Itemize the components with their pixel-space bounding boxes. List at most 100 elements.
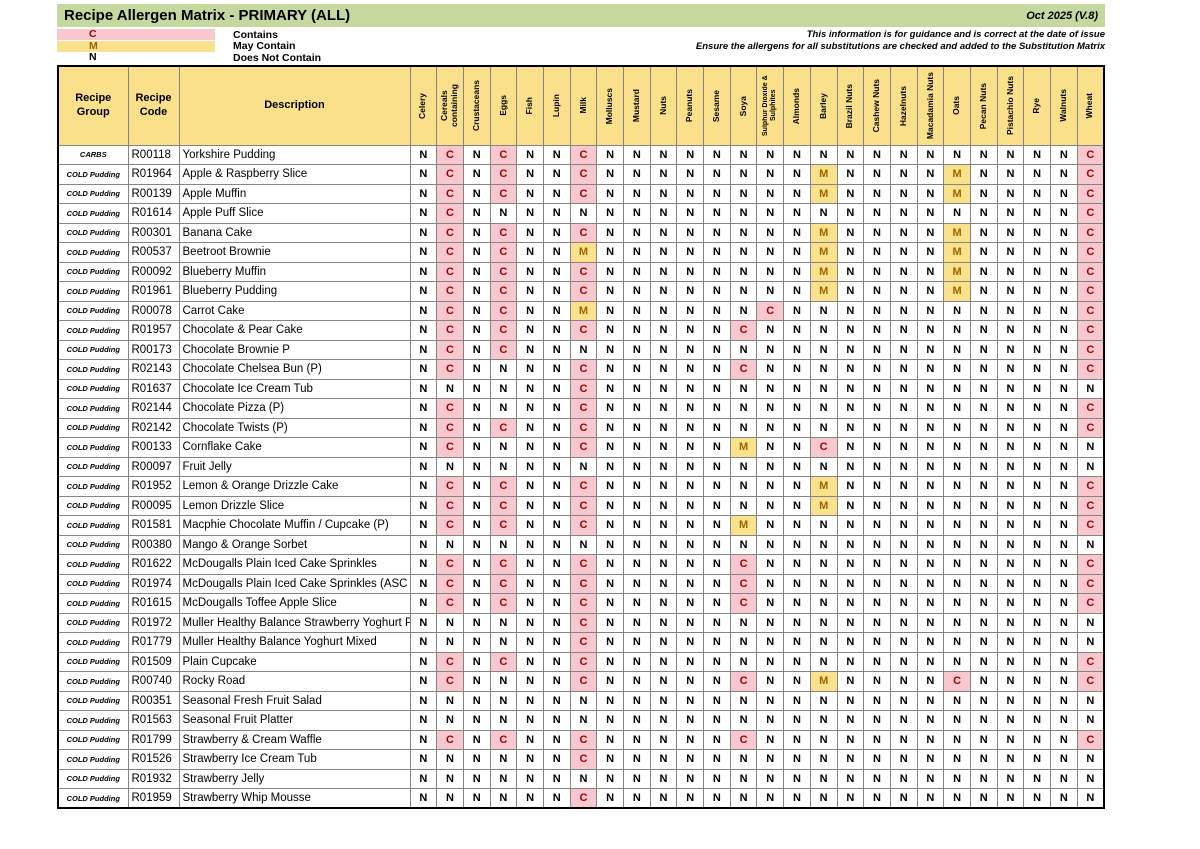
allergen-value-cell: N	[863, 300, 891, 321]
allergen-value-cell: N	[916, 495, 945, 516]
description-cell: Strawberry Whip Mousse	[178, 788, 411, 809]
allergen-value-cell: N	[462, 749, 491, 770]
allergen-value-cell: N	[756, 476, 785, 497]
allergen-value-cell: N	[889, 632, 918, 653]
allergen-value-cell: N	[836, 300, 865, 321]
allergen-value-cell: N	[836, 632, 865, 653]
allergen-value-cell: N	[969, 378, 998, 399]
allergen-value-cell: M	[809, 281, 838, 302]
allergen-value-cell: M	[809, 222, 838, 243]
recipe-row: COLD Pudding R01622 McDougalls Plain Iced …	[57, 554, 1105, 575]
recipe-group-cell: COLD Pudding	[57, 437, 129, 458]
allergen-value-cell: N	[409, 593, 438, 614]
allergen-value-cell: N	[836, 612, 865, 633]
allergen-value-cell: N	[462, 768, 491, 789]
allergen-value-cell: M	[809, 164, 838, 185]
allergen-value-cell: N	[462, 456, 491, 477]
allergen-value-cell: N	[462, 261, 491, 282]
allergen-value-cell: C	[569, 495, 598, 516]
allergen-value-cell: N	[943, 632, 971, 653]
description-cell: Seasonal Fresh Fruit Salad	[178, 690, 411, 711]
allergen-value-cell: N	[676, 339, 705, 360]
allergen-value-cell: N	[542, 554, 571, 575]
allergen-value-cell: N	[409, 690, 438, 711]
allergen-value-cell: N	[1076, 710, 1105, 731]
allergen-value-cell: N	[409, 515, 438, 536]
recipe-row: COLD Pudding R02143 Chocolate Chelsea Bun …	[57, 359, 1105, 380]
allergen-value-cell: N	[889, 417, 918, 438]
allergen-value-cell: N	[542, 593, 571, 614]
allergen-value-cell: N	[729, 203, 758, 224]
allergen-value-cell: N	[596, 222, 624, 243]
allergen-value-cell: N	[1050, 690, 1078, 711]
allergen-value-cell: N	[1050, 729, 1078, 750]
description-cell: Strawberry & Cream Waffle	[178, 729, 411, 750]
allergen-value-cell: N	[623, 378, 651, 399]
allergen-value-cell: N	[1023, 495, 1051, 516]
recipe-row: CARBS R00118 Yorkshire Pudding N C N C N N C N N N N N…	[57, 144, 1105, 165]
allergen-value-cell: N	[489, 768, 518, 789]
allergen-value-cell: N	[542, 515, 571, 536]
recipe-row: COLD Pudding R01961 Blueberry Pudding N C N C N…	[57, 281, 1105, 302]
allergen-value-cell: N	[996, 222, 1025, 243]
allergen-value-cell: N	[516, 359, 544, 380]
allergen-value-cell: N	[756, 710, 785, 731]
description-cell: Blueberry Muffin	[178, 261, 411, 282]
allergen-value-cell: N	[943, 203, 971, 224]
allergen-value-cell: N	[516, 534, 544, 555]
allergen-value-cell: N	[542, 710, 571, 731]
allergen-value-cell: N	[516, 378, 544, 399]
allergen-value-cell: N	[703, 339, 731, 360]
recipe-group-cell: COLD Pudding	[57, 495, 129, 516]
allergen-value-cell: N	[996, 359, 1025, 380]
allergen-value-cell: N	[1023, 476, 1051, 497]
allergen-value-cell: N	[596, 612, 624, 633]
recipe-row: COLD Pudding R01637 Chocolate Ice Cream Tu…	[57, 378, 1105, 399]
allergen-value-cell: C	[436, 573, 464, 594]
allergen-value-cell: N	[836, 573, 865, 594]
allergen-value-cell: C	[436, 476, 464, 497]
allergen-value-cell: N	[489, 749, 518, 770]
allergen-value-cell: N	[756, 690, 785, 711]
recipe-group-cell: COLD Pudding	[57, 534, 129, 555]
allergen-value-cell: N	[969, 222, 998, 243]
allergen-value-cell: N	[516, 339, 544, 360]
allergen-value-cell: N	[542, 203, 571, 224]
allergen-value-cell: N	[996, 203, 1025, 224]
allergen-value-cell: N	[623, 573, 651, 594]
allergen-value-cell: N	[783, 768, 811, 789]
description-cell: Mango & Orange Sorbet	[178, 534, 411, 555]
allergen-value-cell: N	[462, 534, 491, 555]
allergen-value-cell: N	[783, 164, 811, 185]
allergen-value-cell: N	[969, 495, 998, 516]
allergen-value-cell: N	[703, 632, 731, 653]
allergen-value-cell: N	[889, 515, 918, 536]
allergen-value-cell: N	[703, 281, 731, 302]
allergen-value-cell: C	[569, 651, 598, 672]
allergen-value-cell: N	[569, 203, 598, 224]
allergen-value-cell: N	[889, 339, 918, 360]
allergen-value-cell: C	[569, 183, 598, 204]
allergen-value-cell: N	[436, 749, 464, 770]
allergen-value-cell: N	[462, 222, 491, 243]
allergen-value-cell: N	[516, 573, 544, 594]
allergen-value-cell: N	[809, 768, 838, 789]
allergen-value-cell: N	[676, 164, 705, 185]
allergen-value-cell: N	[756, 320, 785, 341]
allergen-value-cell: N	[409, 729, 438, 750]
allergen-value-cell: N	[1023, 164, 1051, 185]
description-cell: Fruit Jelly	[178, 456, 411, 477]
allergen-value-cell: N	[703, 378, 731, 399]
allergen-value-cell: N	[863, 417, 891, 438]
recipe-code-cell: R00740	[127, 671, 180, 692]
allergen-value-cell: N	[623, 222, 651, 243]
allergen-value-cell: C	[436, 398, 464, 419]
allergen-value-cell: N	[676, 573, 705, 594]
recipe-row: COLD Pudding R01964 Apple & Raspberry Slic…	[57, 164, 1105, 185]
allergen-value-cell: C	[489, 222, 518, 243]
allergen-value-cell: N	[516, 398, 544, 419]
allergen-value-cell: N	[676, 612, 705, 633]
allergen-value-cell: N	[969, 242, 998, 263]
matrix-header: Recipe Group Recipe Code Description Cel…	[57, 65, 1105, 146]
allergen-value-cell: N	[409, 281, 438, 302]
